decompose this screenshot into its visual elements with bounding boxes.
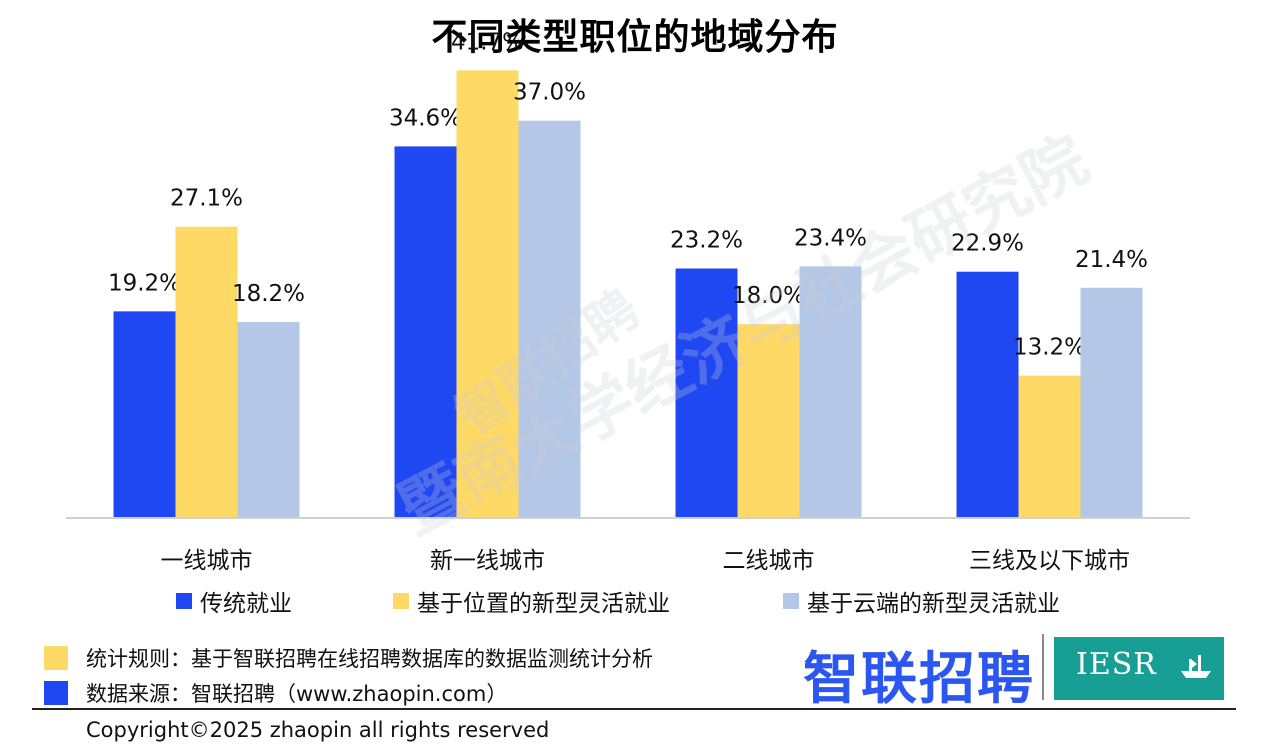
- bar-cloud-based-0: [237, 322, 300, 517]
- data-label-location-based-3: 13.2%: [1013, 335, 1086, 361]
- data-label-cloud-based-0: 18.2%: [232, 281, 305, 307]
- chart-legend: 传统就业 基于位置的新型灵活就业 基于云端的新型灵活就业: [0, 584, 1270, 618]
- data-label-traditional-3: 22.9%: [951, 231, 1024, 257]
- note-source-text: 数据来源：智联招聘（www.zhaopin.com）: [86, 681, 508, 706]
- bar-cloud-based-1: [518, 120, 581, 517]
- x-tick-label-0: 一线城市: [161, 548, 253, 574]
- data-label-traditional-2: 23.2%: [670, 228, 743, 254]
- legend-swatch-traditional: [176, 593, 192, 609]
- note-source-swatch: [44, 680, 68, 705]
- legend-item-traditional: 传统就业: [176, 584, 292, 618]
- data-label-location-based-1: 41.7%: [451, 29, 524, 55]
- legend-item-cloud-based: 基于云端的新型灵活就业: [783, 584, 1060, 618]
- data-label-cloud-based-2: 23.4%: [794, 225, 867, 251]
- note-rule: 统计规则：基于智联招聘在线招聘数据库的数据监测统计分析: [44, 640, 653, 675]
- bar-location-based-1: [456, 70, 519, 517]
- ship-icon: [1181, 655, 1211, 678]
- footer-rule: [32, 708, 1236, 710]
- data-label-cloud-based-1: 37.0%: [513, 80, 586, 106]
- legend-label-location-based: 基于位置的新型灵活就业: [417, 591, 670, 617]
- x-tick-label-3: 三线及以下城市: [969, 548, 1130, 574]
- legend-swatch-cloud-based: [783, 593, 799, 609]
- legend-swatch-location-based: [393, 593, 409, 609]
- chart-title: 不同类型职位的地域分布: [431, 17, 839, 58]
- x-tick-label-2: 二线城市: [723, 548, 815, 574]
- bar-location-based-0: [175, 226, 238, 517]
- bar-traditional-3: [956, 271, 1019, 517]
- iesr-logo-text: IESR: [1076, 647, 1157, 682]
- bar-chart: 19.2% 27.1% 18.2% 一线城市 34.6% 41.7% 37.0% 新一线城市 2…: [66, 29, 1190, 574]
- data-label-traditional-0: 19.2%: [108, 270, 181, 296]
- legend-label-cloud-based: 基于云端的新型灵活就业: [807, 591, 1060, 617]
- logo-divider: [1042, 634, 1044, 700]
- bar-cloud-based-3: [1080, 287, 1143, 517]
- bar-location-based-2: [737, 324, 800, 517]
- footnotes: 统计规则：基于智联招聘在线招聘数据库的数据监测统计分析 数据来源：智联招聘（ww…: [44, 640, 653, 710]
- bar-traditional-0: [113, 311, 176, 517]
- data-label-cloud-based-3: 21.4%: [1075, 247, 1148, 273]
- zhaopin-logo: 智联招聘: [803, 647, 1035, 712]
- data-label-location-based-2: 18.0%: [732, 283, 805, 309]
- x-tick-label-1: 新一线城市: [430, 548, 545, 574]
- copyright: Copyright©2025 zhaopin all rights reserv…: [86, 718, 550, 742]
- bar-location-based-3: [1018, 375, 1081, 517]
- legend-label-traditional: 传统就业: [200, 591, 292, 617]
- bar-traditional-1: [394, 146, 457, 517]
- note-rule-text: 统计规则：基于智联招聘在线招聘数据库的数据监测统计分析: [86, 646, 653, 671]
- note-source: 数据来源：智联招聘（www.zhaopin.com）: [44, 675, 653, 710]
- bar-traditional-2: [675, 268, 738, 517]
- note-rule-swatch: [44, 645, 68, 670]
- data-label-traditional-1: 34.6%: [389, 105, 462, 131]
- iesr-logo: IESR: [1054, 637, 1224, 700]
- data-label-location-based-0: 27.1%: [170, 186, 243, 212]
- legend-item-location-based: 基于位置的新型灵活就业: [393, 584, 670, 618]
- bar-cloud-based-2: [799, 266, 862, 517]
